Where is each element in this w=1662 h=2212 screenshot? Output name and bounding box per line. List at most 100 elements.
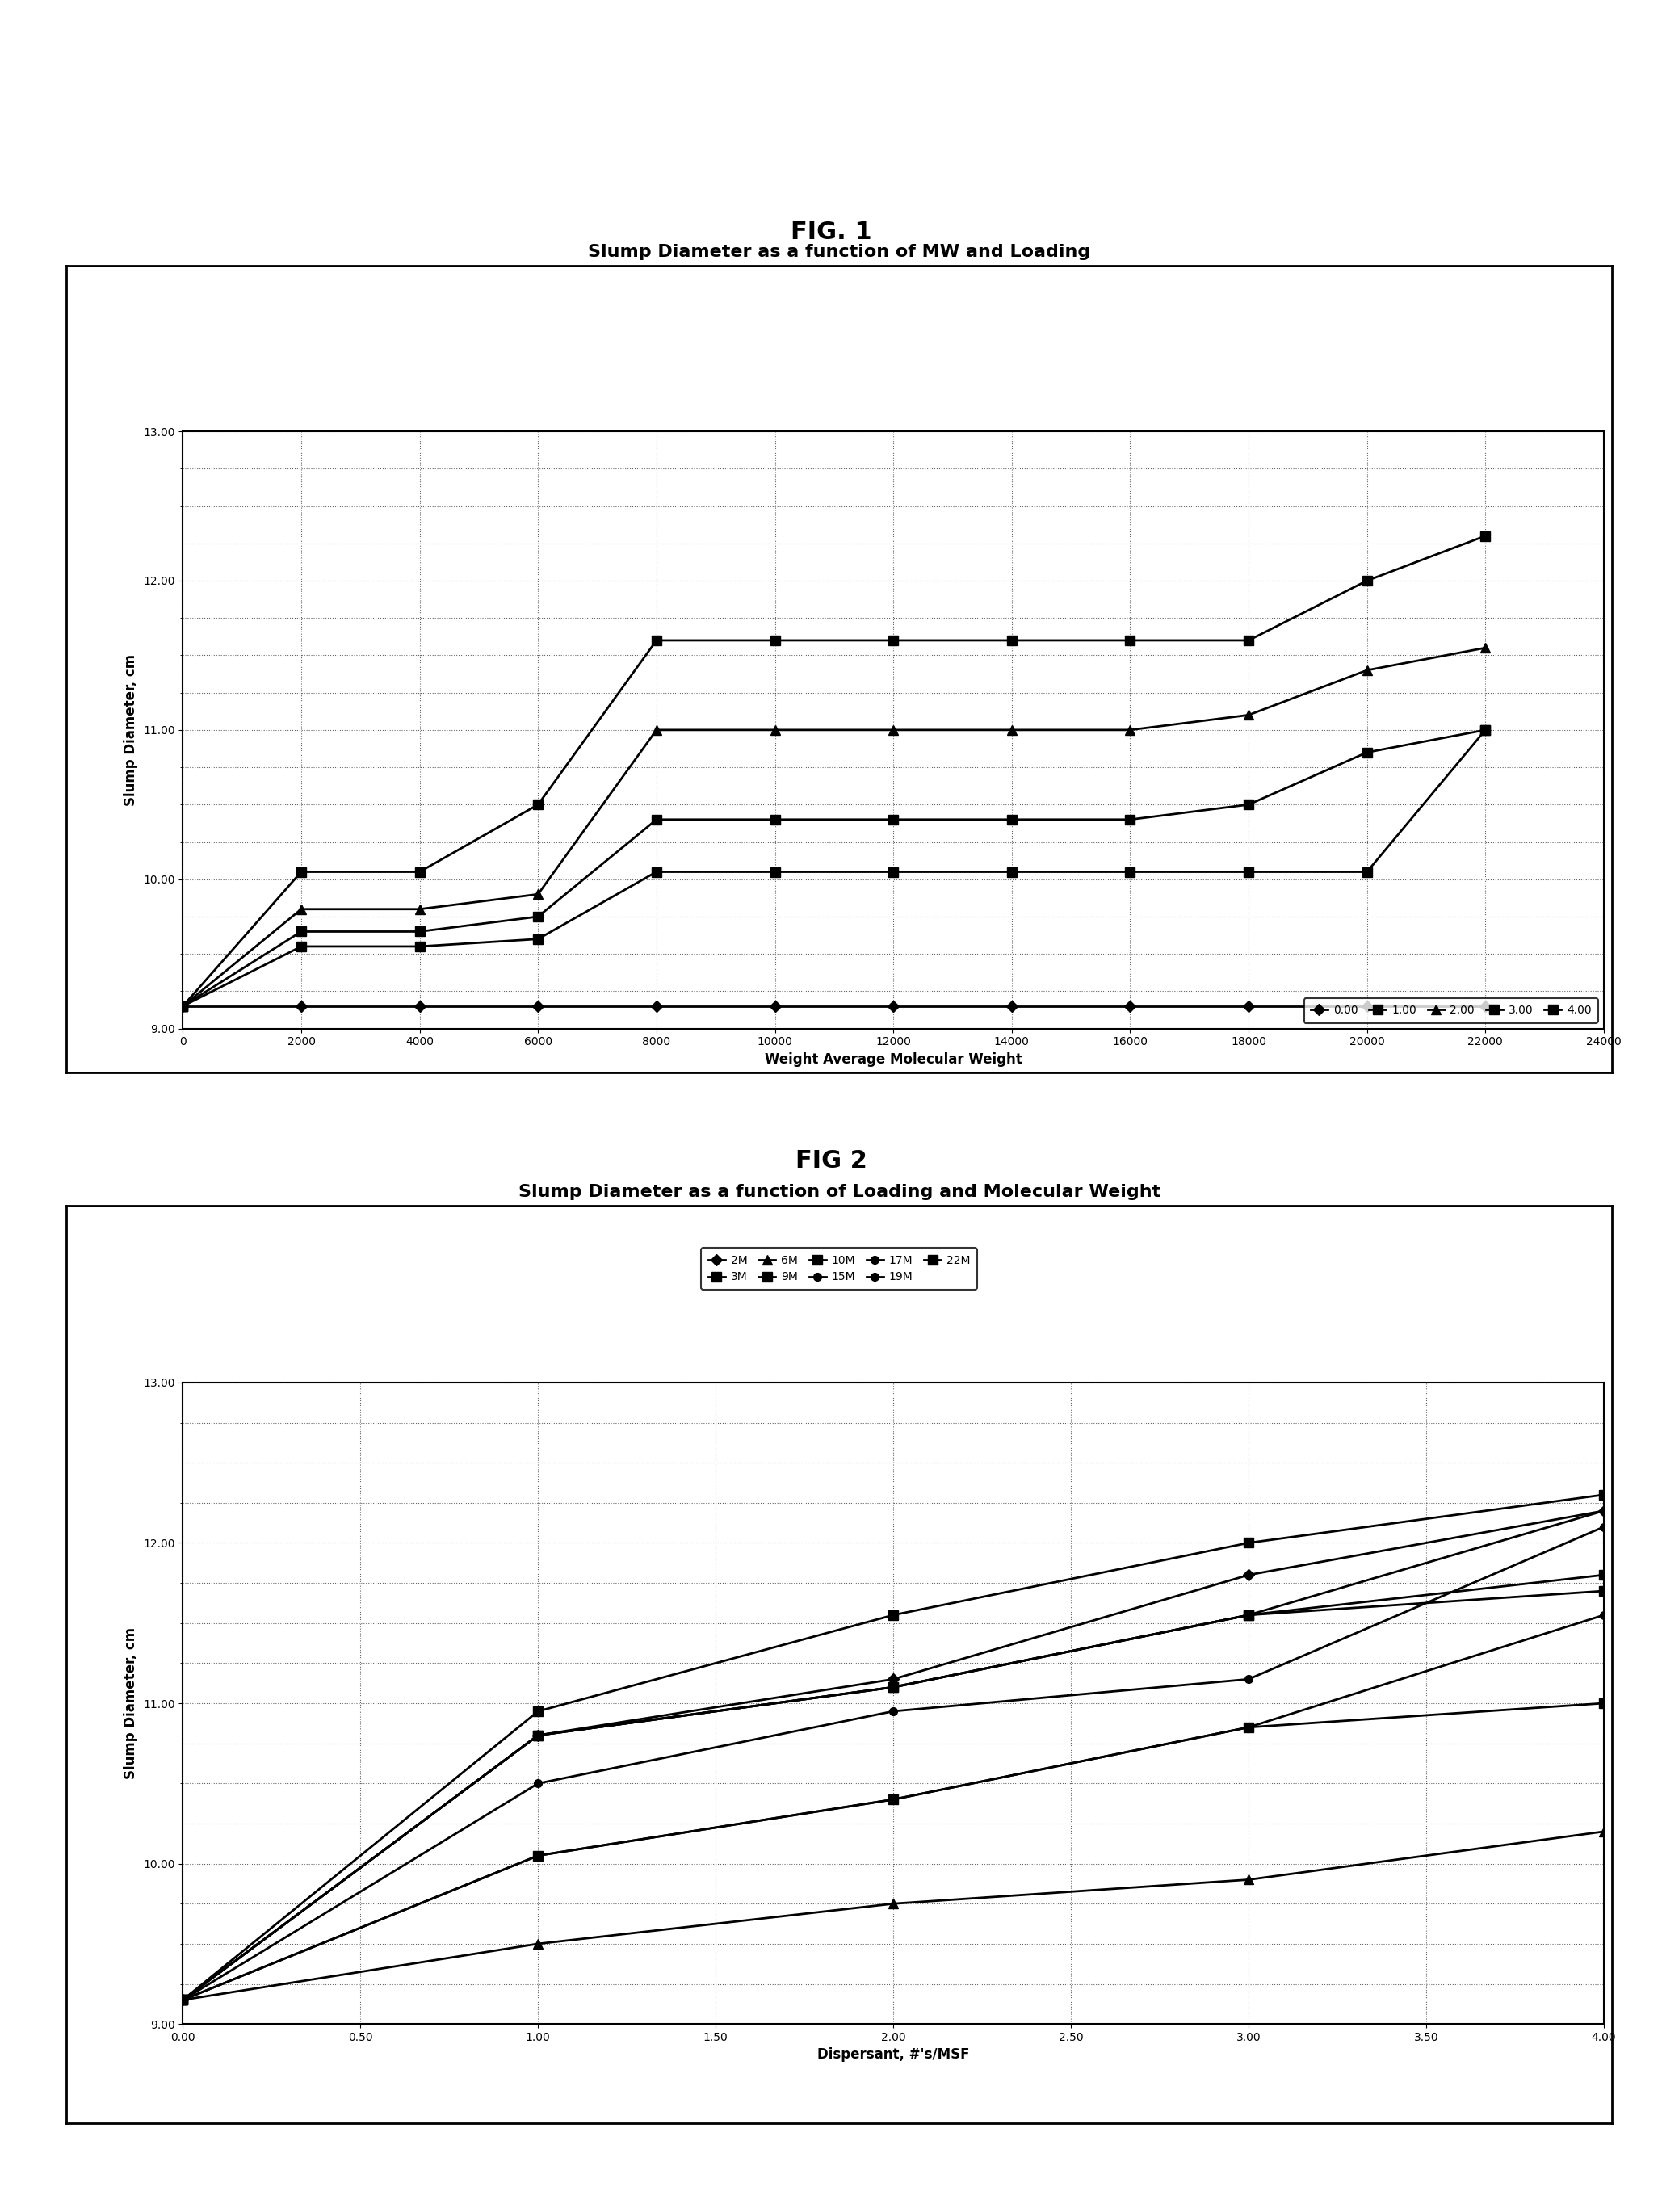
0.00: [1002, 993, 1022, 1020]
19M: [173, 1986, 193, 2013]
6M: [173, 1986, 193, 2013]
2.00: [173, 993, 193, 1020]
22M: [529, 1699, 548, 1725]
0.00: [765, 993, 784, 1020]
1.00: [1238, 628, 1258, 655]
4.00: [647, 858, 666, 885]
4.00: [1238, 858, 1258, 885]
Line: 6M: 6M: [178, 1827, 1609, 2004]
1.00: [409, 858, 429, 885]
15M: [173, 1986, 193, 2013]
3.00: [291, 918, 311, 945]
3.00: [1356, 739, 1376, 765]
17M: [1594, 1513, 1614, 1540]
1.00: [173, 993, 193, 1020]
15M: [1238, 1601, 1258, 1628]
2.00: [1356, 657, 1376, 684]
2.00: [647, 717, 666, 743]
10M: [173, 1986, 193, 2013]
Y-axis label: Slump Diameter, cm: Slump Diameter, cm: [125, 655, 138, 805]
Legend: 2M, 3M, 6M, 9M, 10M, 15M, 17M, 19M, 22M: 2M, 3M, 6M, 9M, 10M, 15M, 17M, 19M, 22M: [701, 1248, 977, 1290]
Line: 10M: 10M: [178, 1586, 1609, 2004]
9M: [529, 1721, 548, 1747]
9M: [1594, 1562, 1614, 1588]
4.00: [884, 858, 904, 885]
2.00: [1120, 717, 1140, 743]
Line: 0.00: 0.00: [179, 1002, 1489, 1011]
4.00: [529, 925, 548, 951]
17M: [173, 1986, 193, 2013]
Line: 17M: 17M: [179, 1522, 1607, 2004]
2.00: [1238, 701, 1258, 728]
2.00: [884, 717, 904, 743]
Text: FIG 2: FIG 2: [794, 1150, 868, 1172]
0.00: [529, 993, 548, 1020]
9M: [884, 1674, 904, 1701]
Line: 22M: 22M: [178, 1489, 1609, 2004]
4.00: [409, 933, 429, 960]
10M: [884, 1674, 904, 1701]
22M: [1594, 1482, 1614, 1509]
3.00: [529, 902, 548, 929]
4.00: [765, 858, 784, 885]
Line: 4.00: 4.00: [178, 726, 1491, 1011]
4.00: [1356, 858, 1376, 885]
2.00: [529, 880, 548, 907]
2M: [884, 1666, 904, 1692]
15M: [884, 1674, 904, 1701]
17M: [884, 1699, 904, 1725]
2.00: [765, 717, 784, 743]
15M: [1594, 1498, 1614, 1524]
Title: Slump Diameter as a function of Loading and Molecular Weight: Slump Diameter as a function of Loading …: [519, 1183, 1160, 1199]
3.00: [765, 805, 784, 832]
1.00: [1002, 628, 1022, 655]
3M: [1594, 1690, 1614, 1717]
3.00: [173, 993, 193, 1020]
2.00: [291, 896, 311, 922]
6M: [1594, 1818, 1614, 1845]
19M: [1238, 1714, 1258, 1741]
1.00: [1120, 628, 1140, 655]
3.00: [409, 918, 429, 945]
Text: FIG. 1: FIG. 1: [791, 221, 871, 243]
1.00: [765, 628, 784, 655]
Line: 2.00: 2.00: [178, 644, 1491, 1011]
3.00: [1002, 805, 1022, 832]
1.00: [291, 858, 311, 885]
0.00: [409, 993, 429, 1020]
X-axis label: Weight Average Molecular Weight: Weight Average Molecular Weight: [765, 1053, 1022, 1066]
2.00: [409, 896, 429, 922]
1.00: [1356, 566, 1376, 593]
3.00: [884, 805, 904, 832]
2M: [173, 1986, 193, 2013]
Line: 3M: 3M: [178, 1699, 1609, 2004]
9M: [1238, 1601, 1258, 1628]
0.00: [173, 993, 193, 1020]
22M: [173, 1986, 193, 2013]
0.00: [1476, 993, 1496, 1020]
1.00: [1476, 522, 1496, 549]
0.00: [647, 993, 666, 1020]
6M: [884, 1891, 904, 1918]
Y-axis label: Slump Diameter, cm: Slump Diameter, cm: [125, 1628, 138, 1778]
3.00: [1238, 792, 1258, 818]
Line: 2M: 2M: [179, 1506, 1607, 2004]
19M: [529, 1843, 548, 1869]
3M: [529, 1843, 548, 1869]
2M: [529, 1721, 548, 1747]
0.00: [1120, 993, 1140, 1020]
3M: [173, 1986, 193, 2013]
Line: 19M: 19M: [179, 1610, 1607, 2004]
19M: [1594, 1601, 1614, 1628]
19M: [884, 1785, 904, 1812]
17M: [1238, 1666, 1258, 1692]
22M: [1238, 1531, 1258, 1557]
2.00: [1002, 717, 1022, 743]
Line: 9M: 9M: [178, 1571, 1609, 2004]
22M: [884, 1601, 904, 1628]
6M: [529, 1931, 548, 1958]
1.00: [647, 628, 666, 655]
3.00: [647, 805, 666, 832]
2.00: [1476, 635, 1496, 661]
0.00: [884, 993, 904, 1020]
